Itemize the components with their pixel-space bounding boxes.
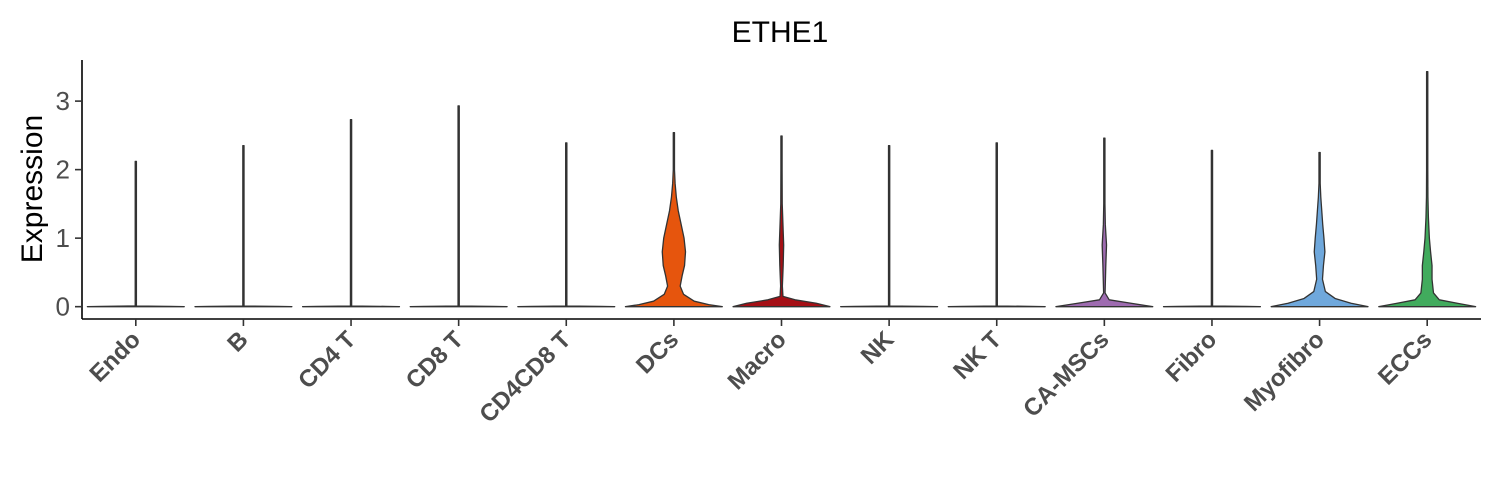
y-axis-label: Expression <box>16 115 49 263</box>
violin-cd4cd8-t <box>517 142 616 308</box>
x-tick-label: CD4CD8 T <box>474 326 576 428</box>
x-tick-label: B <box>222 326 253 357</box>
y-tick-label: 0 <box>56 292 70 322</box>
violin-nk-t <box>947 142 1046 308</box>
x-tick-label: CA-MSCs <box>1018 326 1114 422</box>
x-tick-label: CD4 T <box>293 326 361 394</box>
x-tick-label: ECCs <box>1373 326 1437 390</box>
y-tick-label: 1 <box>56 223 70 253</box>
violin-ca-mscs <box>1055 137 1154 308</box>
violin-myofibro <box>1270 151 1369 308</box>
x-tick-label: Myofibro <box>1239 326 1330 417</box>
violin-eccs <box>1378 71 1477 308</box>
violin-macro <box>732 135 831 308</box>
y-tick-label: 3 <box>56 86 70 116</box>
x-tick-label: CD8 T <box>401 326 469 394</box>
x-tick-label: Endo <box>85 326 147 388</box>
violin-fibro <box>1162 149 1262 308</box>
x-tick-label: Macro <box>723 326 792 395</box>
y-tick-label: 2 <box>56 155 70 185</box>
x-tick-label: NK <box>856 326 900 370</box>
violin-endo <box>86 160 185 308</box>
violin-b <box>194 145 293 308</box>
violins-layer <box>86 71 1477 308</box>
y-ticks: 0 1 2 3 <box>56 86 82 322</box>
x-tick-label: Fibro <box>1161 326 1223 388</box>
chart-title: ETHE1 <box>732 16 829 49</box>
violin-cd8-t <box>409 105 508 308</box>
violin-dcs <box>624 131 723 308</box>
x-ticks: Endo B CD4 T CD8 T CD4CD8 T DCs Macro NK NK T CA-… <box>85 319 1437 428</box>
x-tick-label: DCs <box>631 326 684 379</box>
violin-cd4-t <box>301 118 401 308</box>
x-tick-label: NK T <box>948 326 1007 385</box>
violin-nk <box>840 145 939 308</box>
